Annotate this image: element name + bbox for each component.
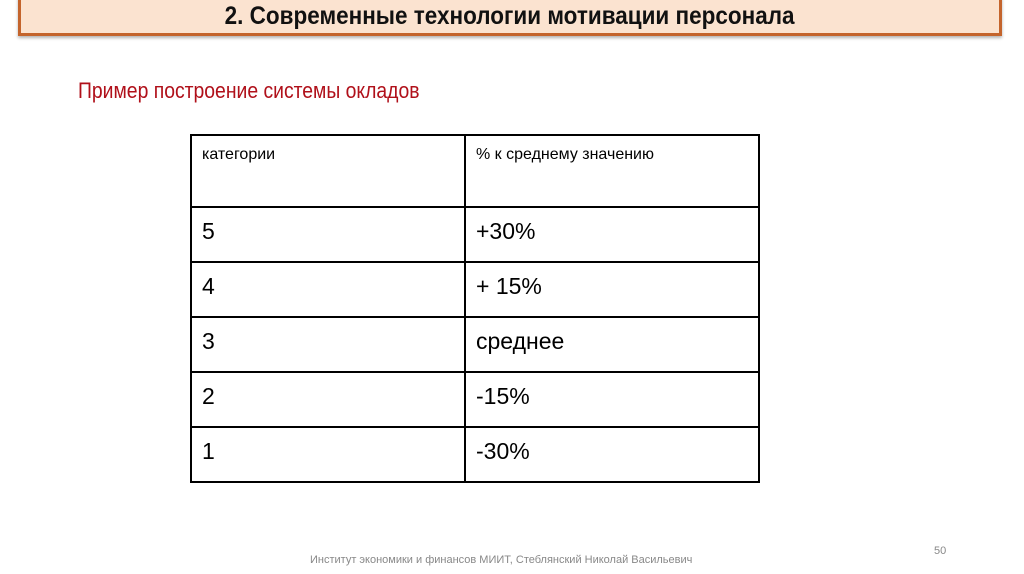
cell-percent: среднее <box>464 316 760 373</box>
header-percent: % к среднему значению <box>464 134 760 208</box>
table-row: 4 + 15% <box>190 261 760 318</box>
header-category: категории <box>190 134 466 208</box>
cell-percent: -30% <box>464 426 760 483</box>
cell-percent: + 15% <box>464 261 760 318</box>
table-row: 2 -15% <box>190 371 760 428</box>
slide-subtitle: Пример построение системы окладов <box>78 78 420 103</box>
salary-table: категории % к среднему значению 5 +30% 4 +… <box>190 134 760 483</box>
table-row: 1 -30% <box>190 426 760 483</box>
table-row: 5 +30% <box>190 206 760 263</box>
cell-category: 4 <box>190 261 466 318</box>
cell-category: 2 <box>190 371 466 428</box>
footer-text: Институт экономики и финансов МИИТ, Стеб… <box>310 554 693 566</box>
table-header-row: категории % к среднему значению <box>190 134 760 208</box>
page-number: 50 <box>934 545 947 557</box>
cell-percent: +30% <box>464 206 760 263</box>
cell-category: 3 <box>190 316 466 373</box>
slide-title: 2. Современные технологии мотивации перс… <box>225 1 795 30</box>
slide-title-bar: 2. Современные технологии мотивации перс… <box>18 0 1002 36</box>
table-row: 3 среднее <box>190 316 760 373</box>
cell-category: 1 <box>190 426 466 483</box>
cell-percent: -15% <box>464 371 760 428</box>
cell-category: 5 <box>190 206 466 263</box>
